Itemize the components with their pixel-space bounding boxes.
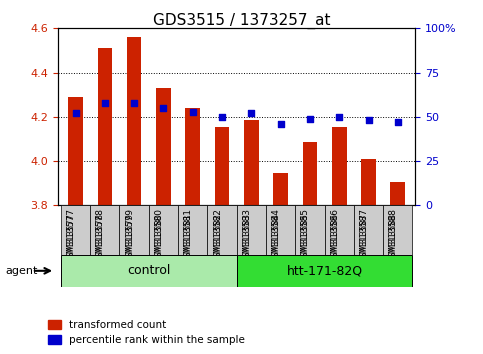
Bar — [215, 127, 229, 205]
Text: GSM313583: GSM313583 — [242, 213, 251, 264]
Point — [247, 110, 255, 116]
Text: GSM313588: GSM313588 — [389, 213, 398, 264]
Text: GSM313580: GSM313580 — [155, 208, 163, 263]
Bar — [332, 127, 346, 205]
Text: GSM313585: GSM313585 — [301, 213, 310, 264]
Bar — [68, 97, 83, 205]
FancyBboxPatch shape — [295, 205, 325, 255]
Bar — [361, 159, 376, 205]
Text: GSM313578: GSM313578 — [96, 213, 105, 264]
Text: GSM313583: GSM313583 — [242, 208, 251, 263]
Point — [218, 114, 226, 120]
FancyBboxPatch shape — [325, 205, 354, 255]
FancyBboxPatch shape — [207, 205, 237, 255]
Text: GSM313579: GSM313579 — [125, 208, 134, 263]
Bar — [390, 182, 405, 205]
Bar — [273, 173, 288, 205]
Point — [159, 105, 167, 111]
Text: GSM313588: GSM313588 — [389, 208, 398, 263]
FancyBboxPatch shape — [149, 205, 178, 255]
Text: GSM313584: GSM313584 — [271, 208, 281, 263]
Text: agent: agent — [6, 266, 38, 276]
Point — [130, 100, 138, 105]
Text: GSM313586: GSM313586 — [330, 208, 339, 263]
Text: GSM313582: GSM313582 — [213, 213, 222, 264]
Text: GSM313580: GSM313580 — [155, 213, 163, 264]
FancyBboxPatch shape — [90, 205, 119, 255]
Point — [365, 118, 372, 123]
Text: GSM313587: GSM313587 — [359, 208, 369, 263]
FancyBboxPatch shape — [61, 205, 90, 255]
Point — [101, 100, 109, 105]
FancyBboxPatch shape — [61, 255, 237, 287]
Text: GSM313577: GSM313577 — [67, 213, 75, 264]
Bar — [302, 142, 317, 205]
Point — [71, 110, 79, 116]
Text: GDS3515 / 1373257_at: GDS3515 / 1373257_at — [153, 12, 330, 29]
FancyBboxPatch shape — [237, 255, 412, 287]
FancyBboxPatch shape — [266, 205, 295, 255]
Bar — [185, 108, 200, 205]
FancyBboxPatch shape — [178, 205, 207, 255]
FancyBboxPatch shape — [237, 205, 266, 255]
Point — [189, 109, 197, 114]
Bar — [98, 48, 112, 205]
Bar — [244, 120, 258, 205]
Bar — [156, 88, 171, 205]
Text: GSM313578: GSM313578 — [96, 208, 105, 263]
FancyBboxPatch shape — [119, 205, 149, 255]
Point — [277, 121, 284, 127]
Text: GSM313577: GSM313577 — [67, 208, 75, 263]
Text: GSM313586: GSM313586 — [330, 213, 339, 264]
Text: GSM313584: GSM313584 — [271, 213, 281, 264]
Bar — [127, 37, 142, 205]
Point — [394, 119, 402, 125]
Point — [335, 114, 343, 120]
Text: htt-171-82Q: htt-171-82Q — [286, 264, 363, 277]
Text: control: control — [127, 264, 170, 277]
Point — [306, 116, 314, 121]
Text: GSM313587: GSM313587 — [359, 213, 369, 264]
Text: GSM313581: GSM313581 — [184, 208, 193, 263]
Legend: transformed count, percentile rank within the sample: transformed count, percentile rank withi… — [44, 316, 249, 349]
Text: GSM313585: GSM313585 — [301, 208, 310, 263]
FancyBboxPatch shape — [383, 205, 412, 255]
Text: GSM313582: GSM313582 — [213, 208, 222, 263]
FancyBboxPatch shape — [354, 205, 383, 255]
Text: GSM313581: GSM313581 — [184, 213, 193, 264]
Text: GSM313579: GSM313579 — [125, 213, 134, 264]
